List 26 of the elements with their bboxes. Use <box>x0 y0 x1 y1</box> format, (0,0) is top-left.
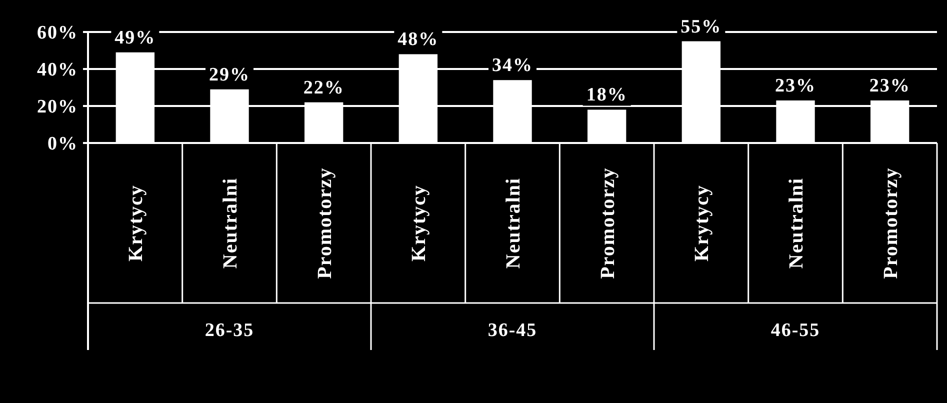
data-label: 23% <box>775 75 816 96</box>
bar <box>587 110 626 143</box>
x-tick-label: Neutralni <box>786 177 808 269</box>
x-tick-label: Neutralni <box>502 177 524 269</box>
y-tick-label: 20% <box>37 96 78 118</box>
data-label: 49% <box>114 27 156 48</box>
x-tick-label: Promotorzy <box>596 167 619 279</box>
data-label: 23% <box>869 75 910 96</box>
data-label: 34% <box>492 55 533 76</box>
y-tick-label: 0% <box>48 134 78 155</box>
x-tick-label: Neutralni <box>220 177 242 269</box>
x-tick-label: Krytycy <box>408 184 430 262</box>
data-label: 48% <box>398 29 439 50</box>
x-tick-label: Promotorzy <box>880 167 902 279</box>
y-tick-label: 40% <box>37 60 78 81</box>
data-label: 55% <box>680 16 722 38</box>
data-label: 18% <box>586 84 628 106</box>
x-tick-label: Krytycy <box>125 184 148 262</box>
data-label: 22% <box>303 77 344 98</box>
text: 26-35 <box>204 320 254 341</box>
text: 46-55 <box>770 320 820 341</box>
x-tick-label: Krytycy <box>691 184 714 262</box>
y-tick-label: 60% <box>37 22 78 44</box>
x-tick-label: Promotorzy <box>314 167 336 279</box>
data-label: 29% <box>209 64 250 86</box>
text: 36-45 <box>488 320 538 341</box>
